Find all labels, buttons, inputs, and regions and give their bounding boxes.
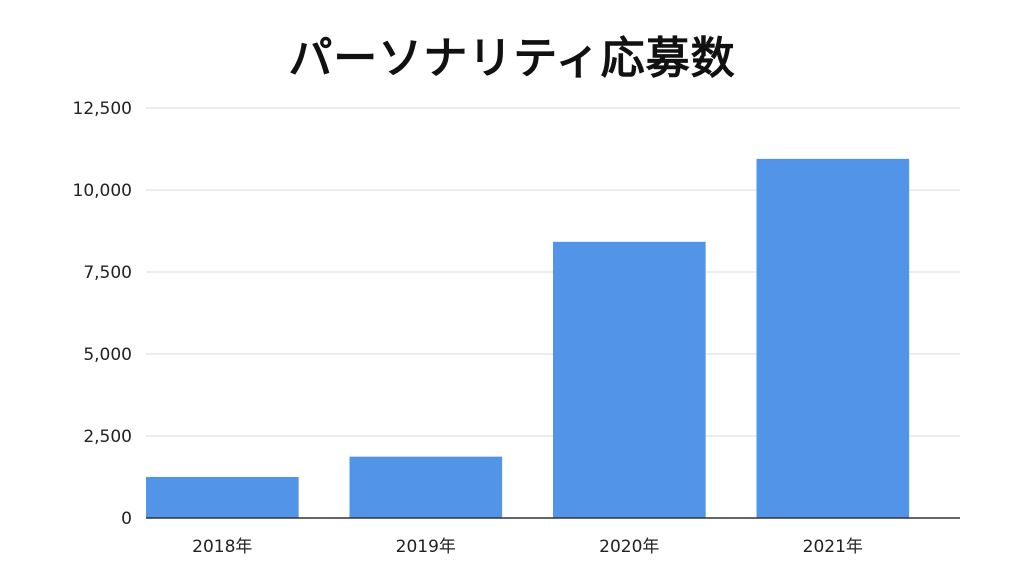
y-tick-label: 5,000 [83, 345, 132, 365]
chart-title: パーソナリティ応募数 [288, 33, 736, 84]
x-tick-label: 2018年 [192, 537, 252, 557]
x-tick-label: 2019年 [396, 537, 456, 557]
bar-2021年 [756, 158, 910, 518]
bar-2018年 [146, 477, 299, 518]
x-tick-label: 2021年 [803, 537, 863, 557]
y-tick-label: 7,500 [83, 263, 132, 283]
x-tick-label: 2020年 [599, 537, 659, 557]
y-axis-tick-labels: 0 2,500 5,000 7,500 10,000 12,500 [73, 99, 132, 529]
x-axis-tick-labels: 2018年 2019年 2020年 2021年 [192, 537, 863, 557]
bars [146, 158, 910, 518]
bar-2019年 [349, 456, 503, 518]
y-tick-label: 2,500 [83, 427, 132, 447]
bar-2020年 [553, 241, 706, 518]
y-tick-label: 12,500 [73, 99, 132, 119]
y-tick-label: 0 [121, 509, 132, 529]
y-tick-label: 10,000 [73, 181, 132, 201]
